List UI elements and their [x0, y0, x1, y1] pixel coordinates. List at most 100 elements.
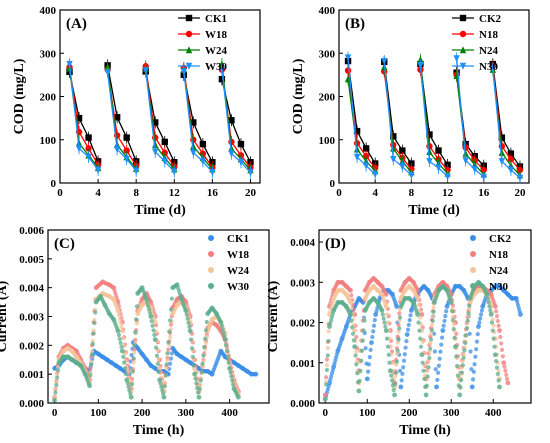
- x-tick-label: 200: [134, 407, 151, 419]
- series-n30-point: [353, 153, 361, 161]
- series-w30-point: [231, 382, 236, 387]
- series-ck2-point: [362, 145, 370, 152]
- series-w30-point: [94, 166, 102, 174]
- series-n18-point: [354, 334, 359, 340]
- series-ck2-point: [353, 127, 361, 135]
- series-n30-point: [360, 338, 365, 343]
- series-n18-point: [348, 287, 353, 293]
- series-w18-point: [123, 147, 130, 154]
- series-n30-point: [362, 318, 367, 323]
- x-tick-label: 8: [409, 187, 415, 199]
- series-ck1-point: [167, 361, 173, 366]
- series-ck2-point: [439, 335, 445, 340]
- series-w30-point: [113, 146, 121, 154]
- series-n30-point: [507, 166, 515, 174]
- series-w30-line: [145, 70, 175, 173]
- series-w24-point: [152, 141, 159, 149]
- series-n24-point: [490, 317, 495, 322]
- y-tick-label: 0.005: [19, 254, 44, 266]
- series-n30-point: [459, 377, 464, 383]
- legend-w24-marker: [208, 267, 214, 273]
- series-n30-point: [496, 378, 501, 383]
- series-n30-point: [455, 373, 461, 378]
- series-w18-point: [133, 337, 138, 343]
- series-w30-point: [196, 394, 202, 400]
- series-n18-point: [507, 156, 515, 163]
- series-ck2-point: [399, 147, 406, 154]
- series-ck2-point: [394, 304, 400, 309]
- series-w24-point: [91, 328, 96, 333]
- series-ck2-point: [467, 331, 472, 336]
- series-w30-point: [203, 336, 208, 341]
- series-ck2-point: [369, 340, 374, 346]
- series-ck2-point: [407, 318, 412, 323]
- series-n30-point: [429, 328, 435, 333]
- y-tick-label: 0.000: [19, 398, 44, 410]
- x-tick-label: 400: [221, 407, 238, 419]
- series-w30-point: [147, 310, 153, 316]
- y-tick-label: 0.000: [290, 398, 315, 410]
- series-n30-point: [394, 370, 399, 375]
- series-n30-point: [494, 359, 499, 364]
- series-w24-point: [203, 340, 209, 346]
- series-n30-point: [359, 358, 364, 363]
- legend-n18-marker: [459, 30, 467, 38]
- y-tick-label: 200: [40, 92, 57, 104]
- y-tick-label: 200: [319, 92, 336, 104]
- series-w18-point: [166, 347, 171, 352]
- series-n30-point: [389, 378, 395, 383]
- series-n30-line: [419, 65, 449, 177]
- series-w30-point: [190, 149, 197, 157]
- series-w30-point: [186, 320, 191, 325]
- x-tick-label: 300: [443, 407, 460, 419]
- series-n30-point: [348, 312, 353, 317]
- series-ck2-point: [442, 318, 447, 324]
- y-tick-label: 400: [40, 5, 57, 17]
- series-ck1-line: [183, 74, 213, 163]
- x-tick-label: 8: [133, 187, 139, 199]
- series-w30-point: [104, 69, 111, 77]
- series-n30-point: [490, 328, 495, 333]
- series-n30-point: [444, 173, 451, 181]
- series-w30-point: [222, 334, 227, 339]
- series-n30-point: [484, 291, 490, 297]
- series-n24-line: [383, 67, 412, 173]
- series-ck2-point: [398, 384, 404, 390]
- series-n30-point: [350, 331, 356, 336]
- series-w30-point: [228, 150, 235, 158]
- series-w30-point: [193, 376, 198, 381]
- series-n24-point: [384, 312, 390, 317]
- panel-letter: (A): [66, 16, 87, 32]
- y-axis-title: Current (A): [266, 280, 281, 352]
- series-n30-point: [431, 309, 436, 314]
- series-n30-point: [449, 309, 455, 314]
- series-n30-point: [488, 312, 494, 317]
- series-n30-point: [459, 370, 465, 375]
- series-ck2-point: [432, 349, 437, 354]
- series-w30-point: [161, 158, 168, 166]
- series-w30-point: [146, 304, 151, 309]
- series-w24-point: [55, 365, 61, 370]
- series-w24-point: [165, 358, 170, 363]
- series-w30: [66, 58, 254, 179]
- x-tick-label: 0: [57, 187, 63, 199]
- series-n30-point: [387, 360, 392, 365]
- x-tick-label: 16: [478, 187, 490, 199]
- series-w30-point: [197, 386, 202, 391]
- series-w30-point: [183, 308, 189, 314]
- series-ck2-point: [471, 369, 476, 374]
- series-n30-point: [424, 383, 429, 388]
- series-w30-point: [131, 356, 136, 361]
- series-n24-point: [450, 314, 456, 320]
- series-ck2-point: [367, 355, 372, 360]
- series-w30-point: [171, 168, 178, 176]
- series-w24-point: [118, 320, 123, 325]
- series-ck2-point: [435, 377, 440, 382]
- series-w30-point: [129, 382, 135, 387]
- series-n30-point: [453, 344, 458, 350]
- panel-letter: (C): [54, 236, 75, 252]
- series-ck1-point: [152, 119, 159, 126]
- series-ck2-point: [477, 320, 482, 325]
